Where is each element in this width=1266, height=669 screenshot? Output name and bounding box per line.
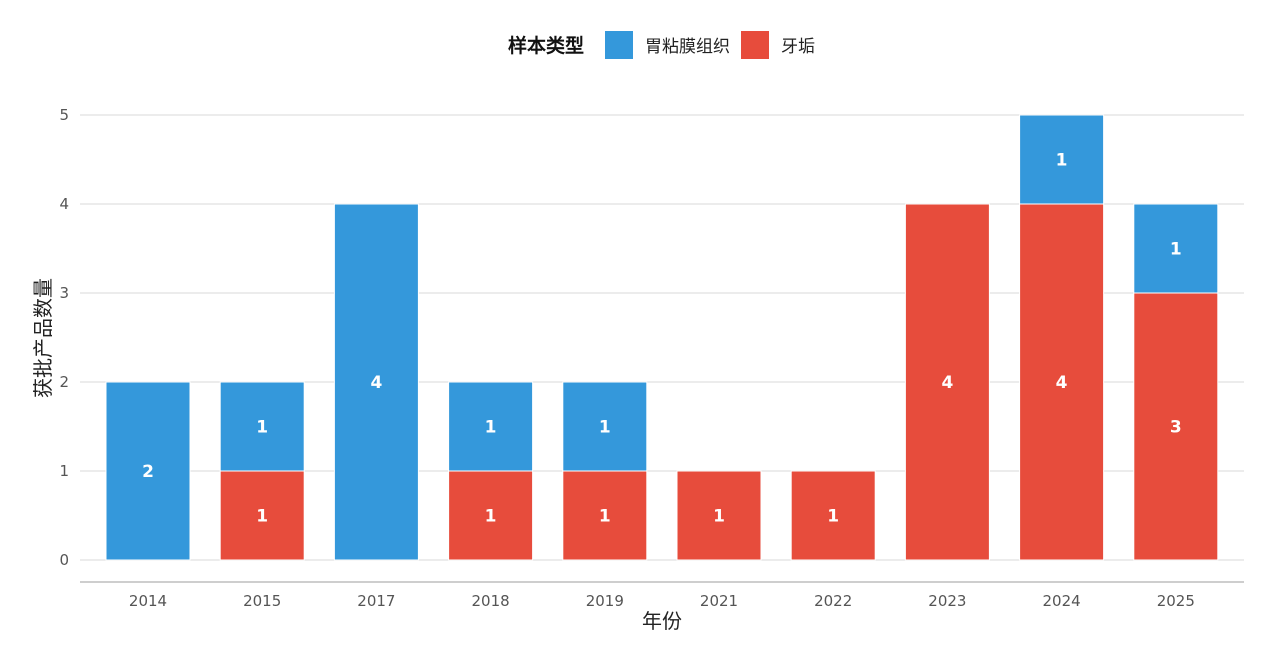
- bar-segment: [105, 381, 191, 561]
- bar-value-label: 1: [256, 507, 268, 527]
- x-tick-label: 2018: [472, 592, 510, 610]
- bar-value-label: 1: [599, 507, 611, 527]
- bar-labels: 2 1 1 4 1 1 1 1 1 1 4 4 1 3 1: [142, 151, 1182, 527]
- bar-value-label: 4: [1056, 373, 1068, 393]
- legend: 样本类型 胃粘膜组织 牙垢: [508, 31, 815, 59]
- bar-value-label: 1: [1170, 240, 1182, 260]
- bar-value-label: 4: [941, 373, 953, 393]
- x-tick-label: 2022: [814, 592, 852, 610]
- bar-value-label: 1: [256, 418, 268, 438]
- bar-segment: [562, 470, 648, 561]
- x-tick-label: 2014: [129, 592, 167, 610]
- bar-value-label: 1: [713, 507, 725, 527]
- legend-swatch: [741, 31, 769, 59]
- x-tick-label: 2021: [700, 592, 738, 610]
- x-tick-label: 2025: [1157, 592, 1195, 610]
- legend-items: 胃粘膜组织 牙垢: [605, 31, 815, 59]
- legend-label: 牙垢: [781, 37, 815, 57]
- bar-value-label: 1: [485, 507, 497, 527]
- bar-segment: [219, 470, 305, 561]
- y-tick-label: 5: [59, 106, 69, 124]
- bar-segment: [448, 470, 534, 561]
- legend-swatch: [605, 31, 633, 59]
- bar-value-label: 2: [142, 462, 154, 482]
- x-tick-label: 2015: [243, 592, 281, 610]
- bar-segment: [790, 470, 876, 561]
- bar-value-label: 4: [370, 373, 382, 393]
- y-tick-label: 4: [59, 195, 69, 213]
- y-axis-ticks: 0 1 2 3 4 5: [59, 106, 69, 569]
- x-tick-label: 2019: [586, 592, 624, 610]
- bar-segment: [1133, 203, 1219, 294]
- bar-value-label: 1: [1056, 151, 1068, 171]
- x-tick-label: 2023: [928, 592, 966, 610]
- bar-value-label: 1: [599, 418, 611, 438]
- x-axis-title: 年份: [642, 609, 682, 633]
- x-axis-ticks: 2014 2015 2017 2018 2019 2021 2022 2023 2024 2025: [129, 592, 1195, 610]
- bar-segment: [448, 381, 534, 472]
- bar-segment: [1133, 292, 1219, 561]
- y-tick-label: 0: [59, 551, 69, 569]
- bar-segment: [1019, 203, 1105, 561]
- y-axis-title: 获批产品数量: [31, 278, 55, 398]
- y-tick-label: 2: [59, 373, 69, 391]
- x-tick-label: 2017: [357, 592, 395, 610]
- y-tick-label: 3: [59, 284, 69, 302]
- bar-segment: [562, 381, 648, 472]
- x-tick-label: 2024: [1043, 592, 1081, 610]
- bar-value-label: 3: [1170, 418, 1182, 438]
- bar-segment: [904, 203, 990, 561]
- bar-segment: [1019, 114, 1105, 205]
- bars: [105, 114, 1219, 561]
- bar-value-label: 1: [827, 507, 839, 527]
- bar-segment: [219, 381, 305, 472]
- bar-segment: [676, 470, 762, 561]
- legend-title: 样本类型: [508, 34, 584, 57]
- y-tick-label: 1: [59, 462, 69, 480]
- bar-value-label: 1: [485, 418, 497, 438]
- bar-segment: [333, 203, 419, 561]
- legend-label: 胃粘膜组织: [645, 37, 730, 57]
